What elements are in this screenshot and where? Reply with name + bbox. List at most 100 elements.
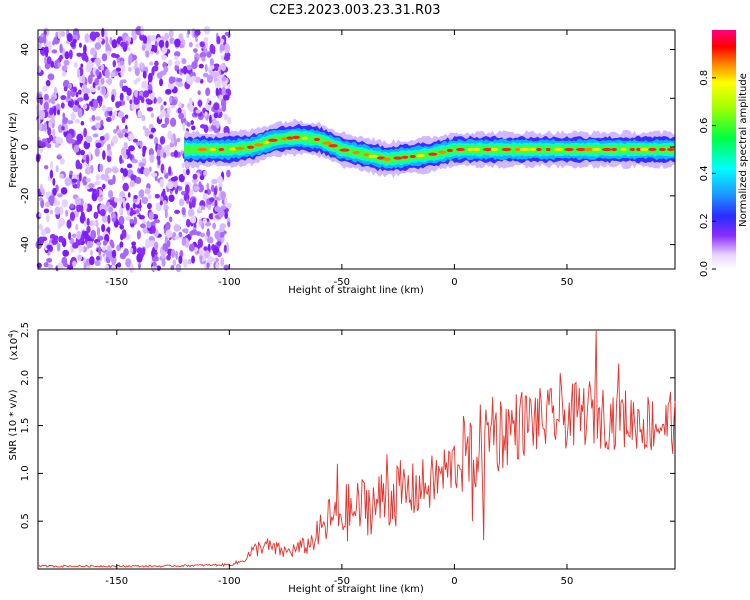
noise-blob — [101, 86, 106, 95]
ridge-peak — [409, 154, 416, 159]
noise-blob — [137, 262, 141, 269]
ridge-peak — [472, 147, 481, 152]
noise-blob — [95, 122, 101, 129]
noise-blob — [46, 56, 52, 65]
noise-blob — [184, 184, 190, 195]
noise-blob — [46, 244, 53, 250]
noise-blob — [149, 61, 154, 66]
noise-blob — [181, 238, 186, 246]
noise-blob — [58, 235, 65, 243]
noise-blob — [41, 236, 48, 242]
ridge-peak — [209, 147, 216, 152]
noise-blob — [195, 109, 201, 114]
noise-blob — [110, 53, 117, 58]
noise-blob — [55, 103, 61, 112]
noise-blob — [67, 100, 73, 107]
noise-blob — [60, 31, 66, 37]
ridge-peak — [253, 143, 264, 147]
ridge-peak — [553, 147, 564, 152]
noise-blob — [212, 45, 216, 55]
noise-blob — [119, 154, 123, 165]
noise-blob — [105, 50, 111, 56]
noise-blob — [223, 264, 230, 271]
noise-blob — [220, 62, 227, 72]
noise-blob — [95, 219, 98, 227]
noise-blob — [142, 150, 146, 158]
noise-blob — [160, 123, 168, 128]
noise-blob — [226, 202, 232, 209]
noise-blob — [38, 223, 44, 231]
ridge-peak — [301, 136, 308, 140]
x-tick-label: -150 — [105, 277, 128, 288]
noise-blob — [44, 201, 50, 208]
noise-blob — [176, 137, 181, 143]
noise-blob — [95, 142, 102, 149]
noise-blob — [173, 179, 178, 188]
noise-blob — [136, 230, 141, 240]
noise-blob — [198, 247, 206, 256]
noise-blob — [40, 183, 43, 194]
noise-blob — [191, 125, 196, 131]
noise-blob — [219, 186, 222, 192]
noise-blob — [59, 173, 65, 179]
noise-blob — [89, 31, 97, 41]
noise-blob — [49, 169, 54, 179]
noise-blob — [66, 120, 74, 125]
noise-blob — [94, 42, 102, 50]
noise-blob — [113, 128, 118, 134]
noise-blob — [164, 88, 172, 95]
noise-blob — [159, 196, 164, 202]
noise-blob — [203, 246, 208, 251]
noise-blob — [79, 149, 85, 156]
noise-blob — [182, 168, 187, 177]
noise-blob — [59, 43, 63, 54]
noise-blob — [133, 216, 138, 225]
noise-blob — [98, 196, 102, 202]
noise-blob — [84, 55, 89, 63]
ridge-band — [184, 133, 676, 164]
noise-blob — [133, 98, 140, 105]
noise-blob — [165, 229, 173, 239]
snr-x-label: Height of straight line (km) — [288, 584, 424, 595]
noise-blob — [223, 125, 230, 135]
x-tick-label: -100 — [218, 576, 241, 587]
noise-blob — [166, 254, 171, 261]
noise-blob — [94, 58, 101, 65]
noise-blob — [141, 80, 148, 90]
noise-blob — [212, 222, 217, 230]
noise-blob — [80, 211, 85, 220]
noise-blob — [142, 70, 147, 79]
noise-blob — [69, 139, 76, 144]
noise-blob — [157, 96, 162, 104]
noise-blob — [78, 172, 82, 182]
ridge-peak — [514, 147, 521, 152]
noise-blob — [185, 168, 190, 176]
spectrogram-x-label: Height of straight line (km) — [288, 285, 424, 296]
noise-blob — [111, 249, 117, 259]
noise-blob — [138, 214, 145, 220]
noise-blob — [216, 35, 221, 45]
noise-blob — [138, 189, 144, 198]
noise-blob — [71, 178, 78, 183]
noise-blob — [84, 231, 88, 239]
noise-blob — [128, 133, 135, 141]
noise-blob — [151, 225, 156, 234]
noise-blob — [99, 163, 104, 172]
noise-blob — [139, 223, 146, 229]
noise-blob — [145, 49, 150, 58]
noise-blob — [202, 72, 209, 78]
noise-blob — [68, 231, 72, 241]
noise-blob — [160, 109, 167, 118]
snr-x-ticks: -150 -100 -50 0 50 — [105, 330, 573, 587]
noise-blob — [120, 70, 124, 78]
noise-blob — [220, 98, 227, 108]
noise-blob — [148, 134, 154, 139]
noise-blob — [43, 101, 49, 111]
noise-blob — [95, 116, 102, 121]
noise-blob — [144, 238, 151, 249]
colorbar-tick-label: 0.8 — [699, 70, 710, 86]
noise-blob — [161, 54, 168, 60]
noise-blob — [119, 61, 125, 66]
y-tick-label: -20 — [20, 188, 31, 204]
noise-blob — [186, 198, 190, 205]
